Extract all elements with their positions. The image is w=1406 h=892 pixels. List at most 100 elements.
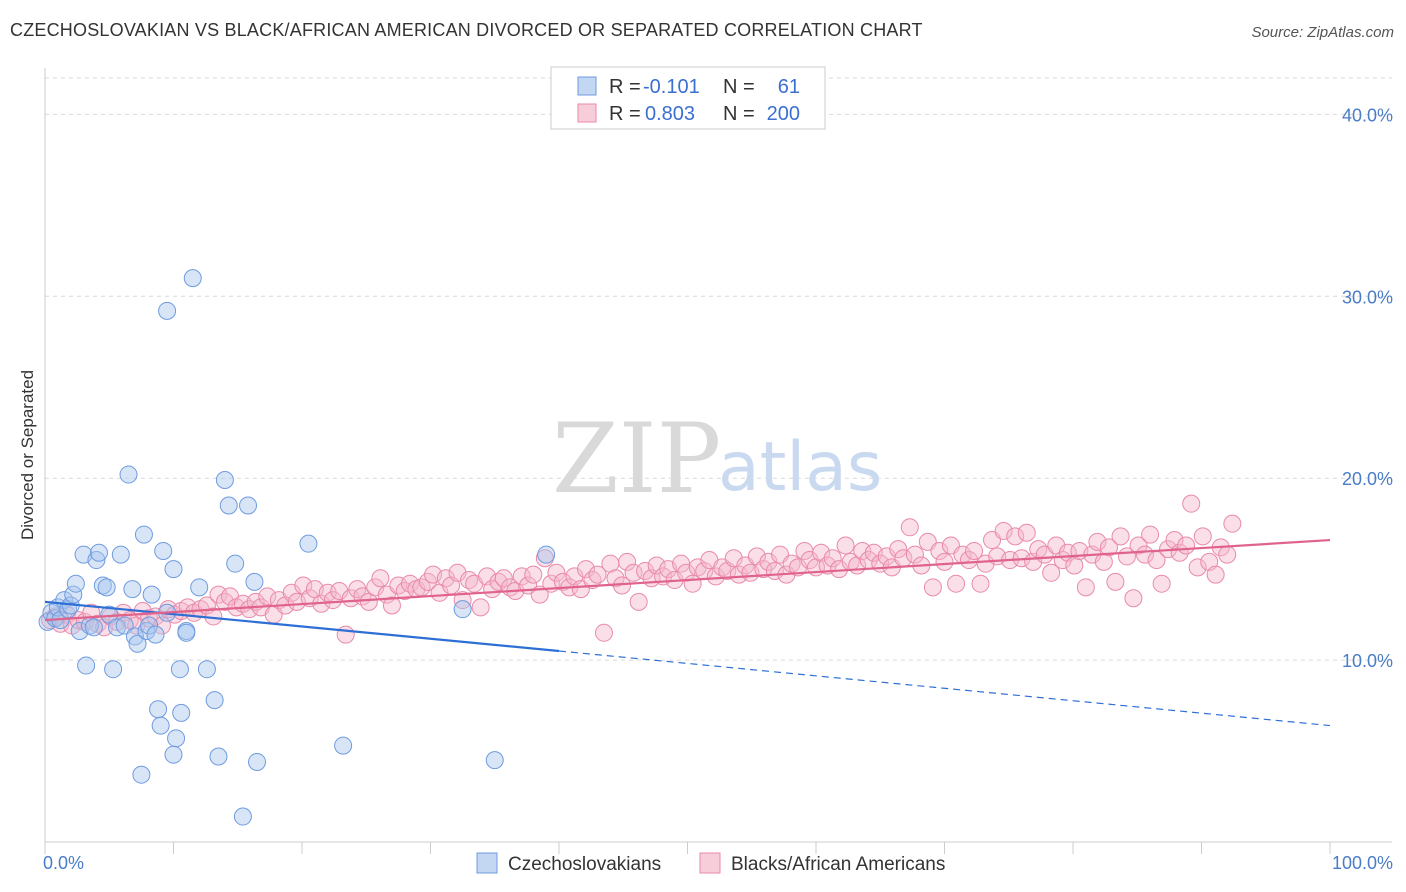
point-czech-34	[149, 700, 168, 719]
point-black-53	[366, 578, 385, 597]
point-black-199	[1223, 514, 1242, 533]
bottom-legend-label-1: Czechoslovakians	[508, 854, 661, 875]
point-black-191	[1177, 536, 1196, 555]
point-black-94	[606, 569, 625, 588]
point-black-150	[935, 552, 954, 571]
point-czech-31	[140, 616, 159, 635]
point-czech-53	[226, 554, 245, 573]
trend-lines	[44, 538, 1331, 727]
point-black-27	[209, 585, 228, 604]
point-czech-54	[239, 496, 258, 515]
point-black-183	[1129, 536, 1148, 555]
point-black-164	[1017, 523, 1036, 542]
legend-r-value-2: 0.803	[645, 103, 695, 125]
point-black-28	[215, 592, 234, 611]
y-axis-label: Divorced or Separated	[18, 370, 37, 540]
watermark-zip: ZIP	[552, 403, 721, 515]
point-black-101	[647, 556, 666, 575]
point-czech-18	[97, 578, 116, 597]
point-black-193	[1188, 558, 1207, 577]
series-legend: Czechoslovakians Blacks/African American…	[476, 852, 945, 875]
point-black-187	[1152, 574, 1171, 593]
point-black-156	[971, 574, 990, 593]
point-black-142	[889, 540, 908, 559]
legend-n-value-2: 200	[767, 103, 800, 125]
point-czech-56	[248, 752, 267, 771]
y-tick-label-0: 10.0%	[1342, 651, 1393, 671]
point-czech-12	[77, 656, 96, 675]
point-czech-52	[219, 496, 238, 515]
point-czech-42	[170, 660, 189, 679]
x-tick-labels: 0.0% 100.0%	[43, 853, 1393, 873]
point-black-91	[588, 565, 607, 584]
point-black-98	[629, 592, 648, 611]
point-czech-22	[111, 545, 130, 564]
point-black-152	[947, 574, 966, 593]
point-czech-35	[151, 716, 170, 735]
legend-swatch-pink	[577, 103, 597, 123]
legend-r-value-1: -0.101	[643, 76, 700, 98]
axes	[44, 68, 1392, 854]
point-czech-33	[146, 625, 165, 644]
legend-swatch-blue	[577, 76, 597, 96]
point-black-71	[471, 598, 490, 617]
point-black-111	[706, 567, 725, 586]
point-czech-62	[537, 545, 556, 564]
point-black-90	[583, 571, 602, 590]
point-black-114	[724, 549, 743, 568]
legend-n-label-1: N =	[723, 76, 755, 98]
point-czech-48	[197, 660, 216, 679]
point-black-35	[258, 587, 277, 606]
point-black-48	[336, 625, 355, 644]
point-black-192	[1182, 494, 1201, 513]
point-czech-10	[70, 621, 89, 640]
point-black-180	[1111, 527, 1130, 546]
legend-box	[550, 66, 826, 130]
point-black-125	[789, 558, 808, 577]
x-tick-label-0: 0.0%	[43, 853, 84, 873]
point-black-149	[930, 541, 949, 560]
bottom-legend-swatch-blue	[476, 852, 498, 874]
point-black-54	[371, 569, 390, 588]
point-czech-39	[164, 560, 183, 579]
point-black-96	[618, 552, 637, 571]
point-black-115	[729, 565, 748, 584]
point-czech-60	[453, 600, 472, 619]
point-czech-57	[245, 572, 264, 591]
point-black-133	[836, 536, 855, 555]
point-czech-41	[164, 745, 183, 764]
legend-n-label-2: N =	[723, 103, 755, 125]
point-black-106	[677, 563, 696, 582]
point-black-162	[1006, 527, 1025, 546]
point-czech-24	[119, 465, 138, 484]
watermark-atlas: atlas	[718, 428, 882, 507]
legend-n-value-1: 61	[778, 76, 800, 98]
point-black-196	[1206, 565, 1225, 584]
point-czech-28	[132, 765, 151, 784]
point-czech-49	[205, 691, 224, 710]
point-black-176	[1088, 532, 1107, 551]
point-czech-55	[233, 807, 252, 826]
point-czech-29	[134, 525, 153, 544]
point-czech-50	[209, 747, 228, 766]
point-black-39	[282, 583, 301, 602]
point-black-92	[594, 623, 613, 642]
bottom-legend-swatch-pink	[699, 852, 721, 874]
point-black-80	[524, 565, 543, 584]
y-tick-labels: 10.0% 20.0% 30.0% 40.0%	[1342, 105, 1393, 671]
point-black-67	[448, 563, 467, 582]
point-black-148	[923, 578, 942, 597]
point-czech-58	[299, 534, 318, 553]
watermark: ZIP atlas	[552, 403, 882, 515]
point-black-145	[905, 545, 924, 564]
point-czech-59	[334, 736, 353, 755]
point-czech-46	[183, 269, 202, 288]
y-tick-label-1: 20.0%	[1342, 469, 1393, 489]
point-czech-26	[125, 627, 144, 646]
trend-czech-dashed	[558, 650, 1331, 727]
point-czech-43	[172, 703, 191, 722]
point-black-69	[460, 571, 479, 590]
point-black-174	[1076, 578, 1095, 597]
point-black-185	[1141, 525, 1160, 544]
point-black-99	[636, 561, 655, 580]
